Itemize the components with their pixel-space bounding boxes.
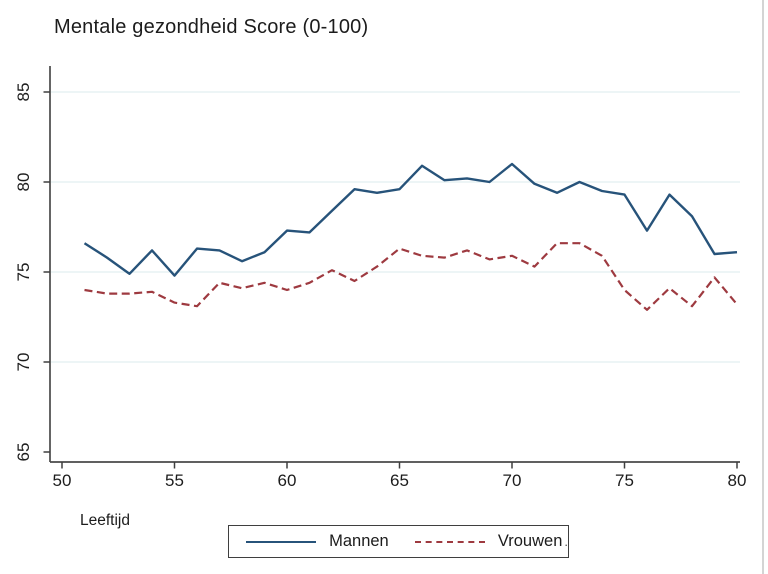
- legend-label-mannen: Mannen: [329, 532, 389, 550]
- legend-line-sample-vrouwen: [414, 540, 485, 543]
- x-axis-title: Leeftijd: [80, 512, 130, 529]
- series-line-mannen: [83, 162, 738, 277]
- x-tick-label: 60: [278, 471, 297, 490]
- legend-label-vrouwen: Vrouwen: [497, 532, 563, 550]
- y-tick-label: 85: [14, 83, 33, 102]
- x-tick-label: 70: [503, 471, 522, 490]
- x-tick-label: 80: [728, 471, 747, 490]
- x-tick-label: 50: [53, 471, 72, 490]
- x-tick-label: 75: [615, 471, 634, 490]
- legend-artifact-dot: .: [564, 534, 568, 549]
- y-tick-label: 80: [14, 173, 33, 192]
- y-tick-label: 75: [14, 263, 33, 282]
- chart-title: Mentale gezondheid Score (0-100): [54, 16, 369, 38]
- page-edge-divider: [762, 0, 764, 574]
- x-tick-label: 55: [165, 471, 184, 490]
- y-tick-label: 70: [14, 353, 33, 372]
- legend-line-sample-mannen: [246, 540, 317, 543]
- series-line-vrouwen: [84, 242, 738, 311]
- x-tick-label: 65: [390, 471, 409, 490]
- legend: Mannen Vrouwen .: [228, 525, 569, 558]
- y-tick-label: 65: [14, 443, 33, 462]
